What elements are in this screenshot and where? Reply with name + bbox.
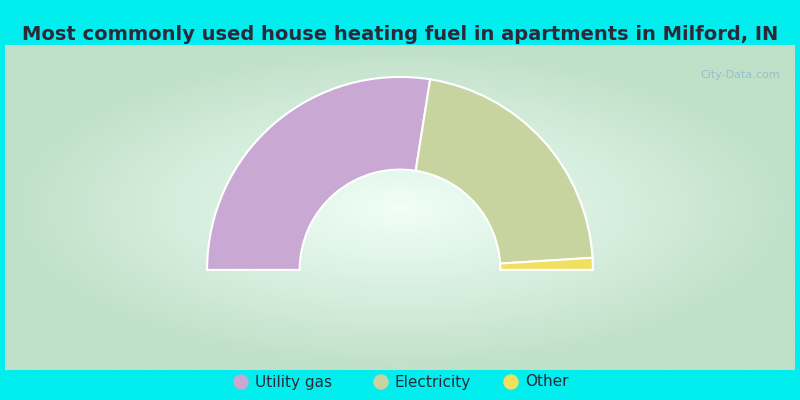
Wedge shape — [416, 79, 593, 264]
Text: Most commonly used house heating fuel in apartments in Milford, IN: Most commonly used house heating fuel in… — [22, 25, 778, 44]
Text: Electricity: Electricity — [395, 374, 471, 390]
Wedge shape — [500, 258, 593, 270]
Circle shape — [504, 375, 518, 389]
Text: City-Data.com: City-Data.com — [700, 70, 780, 80]
Circle shape — [234, 375, 248, 389]
Text: Other: Other — [525, 374, 569, 390]
Wedge shape — [207, 77, 430, 270]
Circle shape — [374, 375, 388, 389]
Text: Utility gas: Utility gas — [255, 374, 332, 390]
